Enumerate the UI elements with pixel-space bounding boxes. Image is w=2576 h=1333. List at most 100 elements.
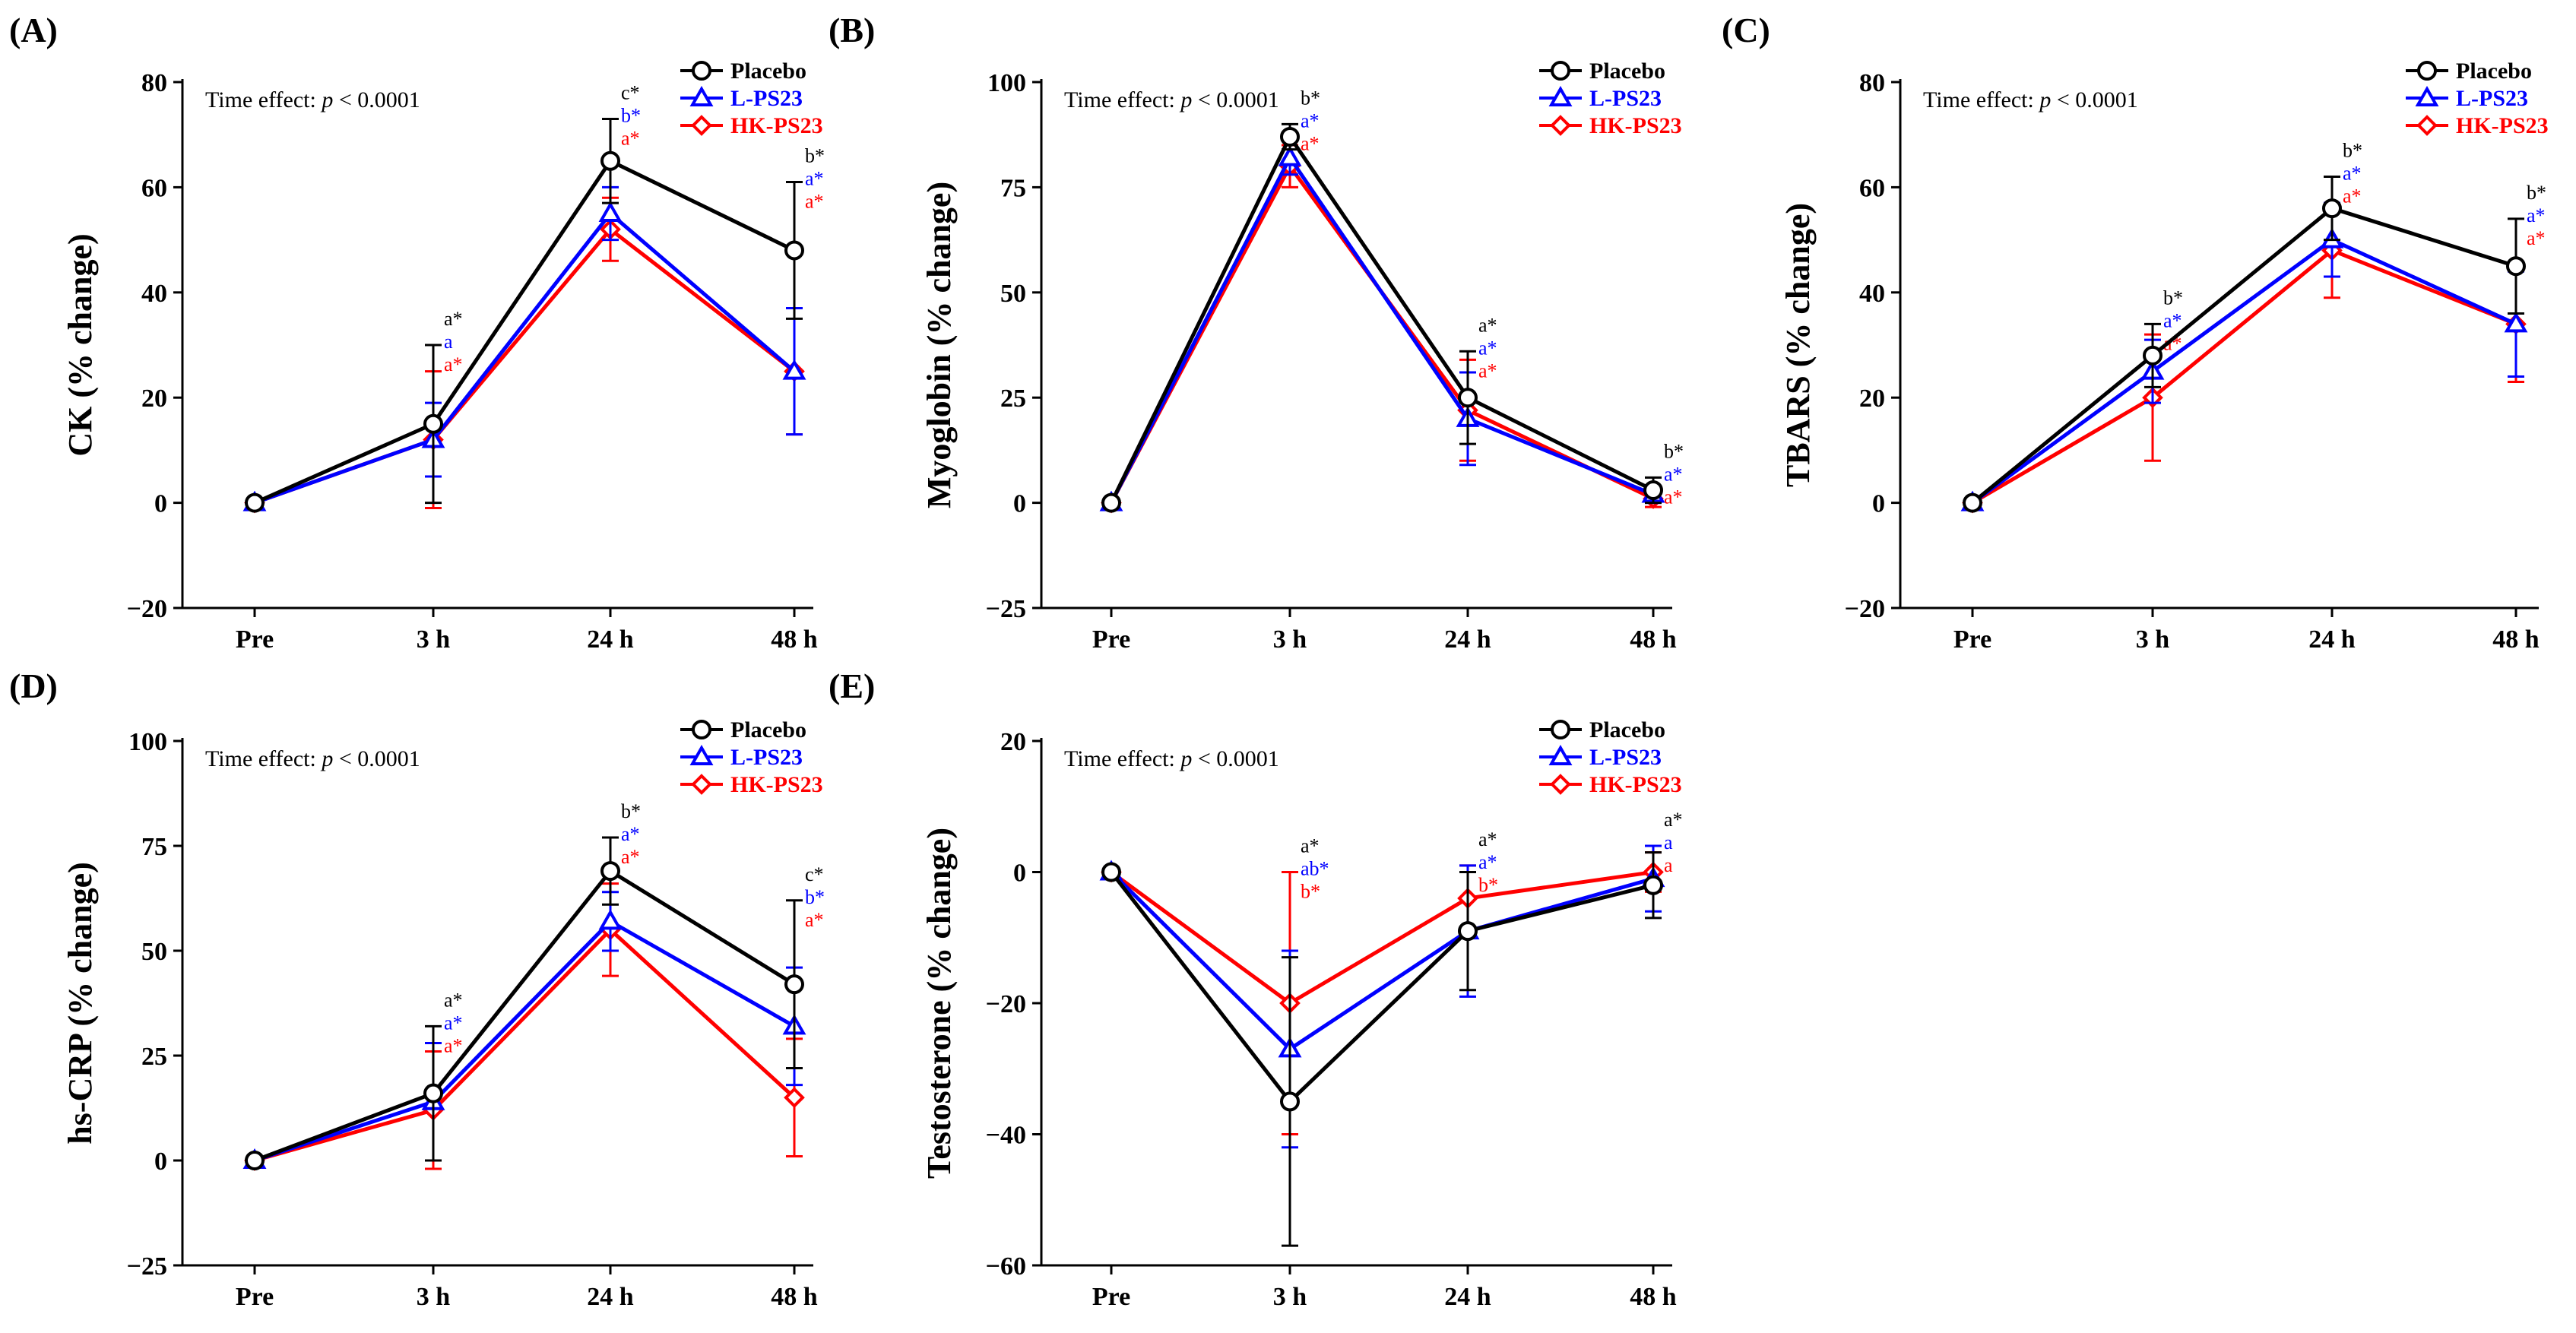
y-tick-label: 100 <box>128 728 167 756</box>
legend-label: HK-PS23 <box>1589 772 1682 797</box>
series-placebo: a* a*a* <box>1101 809 1683 1247</box>
significance-label: a* <box>1478 314 1497 336</box>
series-placebo: a*c*b* <box>245 81 825 513</box>
legend-label: HK-PS23 <box>730 772 823 797</box>
triangle-icon <box>598 909 623 930</box>
y-tick-label: −25 <box>127 1252 167 1281</box>
series-placebo: b* b* b* <box>1963 140 2546 513</box>
note-p: p <box>320 87 333 112</box>
note-prefix: Time effect: <box>205 87 322 112</box>
series-line <box>1110 870 1654 1005</box>
circle-icon <box>692 61 711 81</box>
x-tick-label: Pre <box>1953 625 1991 654</box>
significance-label: b* <box>805 144 825 166</box>
triangle-icon <box>1548 744 1573 765</box>
y-tick-label: 0 <box>1013 490 1026 518</box>
diamond-icon <box>691 115 712 136</box>
y-tick-label: 80 <box>141 69 167 97</box>
time-effect-note: Time effect: p < 0.0001 <box>1064 746 1279 771</box>
panel-label: (D) <box>9 666 58 705</box>
series-placebo: b*a*b* <box>1101 87 1684 513</box>
significance-label: a* <box>805 167 824 189</box>
circle-icon <box>1963 492 1982 513</box>
legend-item-hk-ps23: HK-PS23 <box>680 113 823 138</box>
x-tick-label: 24 h <box>587 625 634 654</box>
x-tick-label: 24 h <box>1444 1283 1491 1311</box>
legend-label: L-PS23 <box>730 745 803 770</box>
x-tick-label: 3 h <box>417 1283 451 1311</box>
y-tick-label: −20 <box>986 990 1026 1018</box>
series-hk-ps23: a*a*a* <box>1962 185 2546 514</box>
diamond-icon <box>1550 115 1571 136</box>
significance-label: c* <box>621 81 640 103</box>
x-tick-label: Pre <box>236 1283 274 1311</box>
y-tick-label: 0 <box>154 1148 167 1176</box>
significance-label: b* <box>621 800 641 822</box>
y-tick-label: −25 <box>986 595 1026 623</box>
note-p: p <box>2038 87 2051 112</box>
legend-label: L-PS23 <box>2456 86 2528 111</box>
y-tick-label: 20 <box>1000 728 1026 756</box>
series-l-ps23: a* a* a* <box>1099 109 1683 511</box>
legend-item-hk-ps23: HK-PS23 <box>680 772 823 797</box>
y-tick-label: 40 <box>1859 280 1885 308</box>
significance-label: a* <box>2343 163 2362 185</box>
significance-label: a* <box>444 1034 463 1056</box>
panel-e: (E) −60 −40 −20 0 20 Pre 3 h 24 h 48 h Testosteron… <box>829 666 1683 1311</box>
x-tick-label: 3 h <box>417 625 451 654</box>
y-tick-label: 75 <box>1000 174 1026 202</box>
circle-icon <box>2322 198 2342 219</box>
y-axis-label: hs-CRP (% change) <box>62 862 99 1145</box>
series-line <box>254 868 796 1163</box>
legend-item-l-ps23: L-PS23 <box>1539 85 1662 111</box>
circle-icon <box>692 720 711 739</box>
significance-label: a* <box>1664 463 1683 485</box>
x-tick-label: 3 h <box>1273 1283 1307 1311</box>
circle-icon <box>1101 492 1121 513</box>
note-p: p <box>1179 746 1192 771</box>
significance-label: a* <box>1301 109 1320 131</box>
legend-item-l-ps23: L-PS23 <box>2406 85 2528 111</box>
panel-label: (B) <box>829 11 875 49</box>
circle-icon <box>784 974 804 995</box>
y-tick-label: 75 <box>141 833 167 861</box>
significance-label: b* <box>2343 140 2362 162</box>
note-suffix: < 0.0001 <box>1192 87 1278 112</box>
x-tick-label: Pre <box>1092 1283 1130 1311</box>
significance-label: a <box>444 331 453 353</box>
series-hk-ps23: a*a*a* <box>244 846 824 1171</box>
legend-item-placebo: Placebo <box>1539 59 1665 84</box>
diamond-icon <box>691 774 712 795</box>
series-line <box>1971 237 2517 505</box>
circle-icon <box>1280 1091 1300 1112</box>
significance-label: a* <box>2527 227 2546 249</box>
note-suffix: < 0.0001 <box>2051 87 2137 112</box>
x-tick-label: Pre <box>236 625 274 654</box>
y-axis-label: CK (% change) <box>62 233 99 456</box>
significance-label: a* <box>1301 835 1320 857</box>
legend-label: HK-PS23 <box>730 113 823 138</box>
significance-label: a* <box>444 1012 463 1034</box>
y-axis-label: TBARS (% change) <box>1779 203 1817 487</box>
significance-label: b* <box>621 104 641 126</box>
series-hk-ps23: b* b* a <box>1101 851 1673 1135</box>
series-line <box>254 226 796 505</box>
time-effect-note: Time effect: p < 0.0001 <box>205 746 420 771</box>
x-tick-label: 48 h <box>1630 1283 1677 1311</box>
triangle-icon <box>2415 85 2439 106</box>
circle-icon <box>245 492 265 513</box>
circle-icon <box>1458 388 1478 408</box>
x-tick-label: 3 h <box>2136 625 2170 654</box>
legend-item-hk-ps23: HK-PS23 <box>1539 113 1682 138</box>
series-line <box>1110 870 1654 1105</box>
panel-label: (A) <box>9 11 58 49</box>
legend-label: Placebo <box>1589 59 1665 84</box>
panel-a: (A) −20 0 20 40 60 80 Pre 3 h 24 h 48 h CK (% chang… <box>9 11 825 654</box>
legend-item-hk-ps23: HK-PS23 <box>1539 772 1682 797</box>
panel-label: (E) <box>829 666 875 705</box>
y-tick-label: 60 <box>1859 174 1885 202</box>
circle-icon <box>1101 862 1121 882</box>
legend-item-l-ps23: L-PS23 <box>1539 744 1662 770</box>
